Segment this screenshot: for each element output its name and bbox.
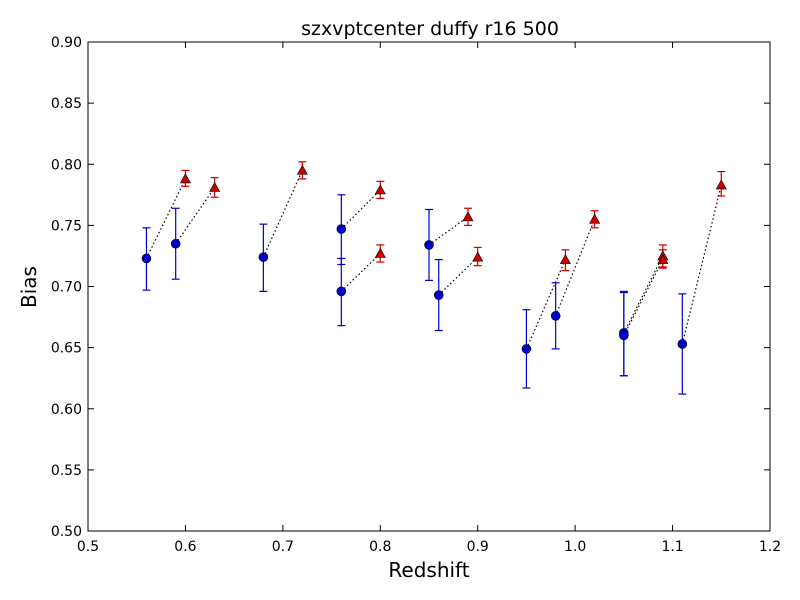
- x-tick-label: 0.6: [174, 539, 196, 555]
- pair-connector-line: [340, 253, 381, 292]
- y-tick-label: 0.70: [51, 280, 82, 296]
- triangle-data-point: [472, 251, 484, 262]
- circle-data-point: [258, 252, 269, 262]
- circle-data-point: [170, 238, 181, 249]
- y-tick-label: 0.75: [51, 218, 82, 234]
- circle-data-point: [433, 290, 444, 300]
- triangle-data-point: [462, 211, 474, 222]
- x-axis-ticks: 0.5 0.6 0.7 0.8 0.9 1.0 1.1 1.2: [77, 42, 781, 555]
- triangle-data-point: [657, 253, 669, 264]
- circle-data-point: [336, 286, 347, 297]
- triangle-data-point: [374, 184, 386, 195]
- pair-connector-line: [555, 219, 596, 317]
- pair-connectors: [145, 170, 722, 350]
- x-tick-label: 1.0: [564, 539, 586, 555]
- circle-data-point: [677, 339, 688, 349]
- error-bars: [142, 161, 726, 395]
- y-tick-label: 0.85: [51, 96, 82, 112]
- y-tick-label: 0.90: [51, 35, 82, 51]
- data-markers: [141, 164, 727, 354]
- y-tick-label: 0.50: [51, 524, 82, 540]
- circle-data-point: [424, 240, 434, 250]
- triangle-data-point: [179, 173, 191, 184]
- x-tick-label: 0.5: [77, 539, 99, 555]
- circle-data-point: [141, 253, 152, 264]
- plot-frame: [87, 41, 771, 532]
- circle-data-point: [336, 224, 347, 234]
- triangle-data-point: [589, 213, 601, 224]
- pair-connector-line: [525, 259, 566, 350]
- y-tick-label: 0.65: [51, 341, 82, 357]
- triangle-data-point: [374, 247, 386, 258]
- triangle-data-point: [209, 181, 221, 192]
- pair-connector-line: [262, 170, 303, 258]
- pair-connector-line: [145, 178, 186, 259]
- x-tick-label: 0.7: [272, 539, 294, 555]
- pair-connector-line: [623, 259, 664, 336]
- pair-connector-line: [340, 189, 381, 230]
- pair-connector-line: [623, 255, 664, 334]
- y-axis-ticks: 0.50 0.55 0.60 0.65 0.70 0.75 0.80 0.85 0.90: [51, 35, 770, 540]
- x-tick-label: 0.8: [369, 539, 391, 555]
- triangle-data-point: [715, 179, 727, 190]
- x-tick-label: 1.1: [661, 539, 683, 555]
- x-axis-label: Redshift: [388, 558, 469, 582]
- triangle-data-point: [559, 253, 571, 264]
- pair-connector-line: [428, 216, 469, 246]
- x-tick-label: 0.9: [467, 539, 489, 555]
- y-tick-label: 0.80: [51, 157, 82, 173]
- circle-data-point: [550, 311, 561, 321]
- pair-connector-line: [175, 187, 216, 245]
- chart-title: szxvptcenter duffy r16 500: [301, 18, 559, 40]
- y-tick-label: 0.55: [51, 463, 82, 479]
- circle-data-point: [521, 344, 532, 354]
- y-axis-label: Bias: [17, 266, 41, 308]
- triangle-data-point: [296, 164, 308, 175]
- pair-connector-line: [681, 184, 722, 345]
- x-tick-label: 1.2: [759, 539, 781, 555]
- y-tick-label: 0.60: [51, 402, 82, 418]
- circle-data-point: [619, 330, 629, 341]
- pair-connector-line: [438, 256, 479, 296]
